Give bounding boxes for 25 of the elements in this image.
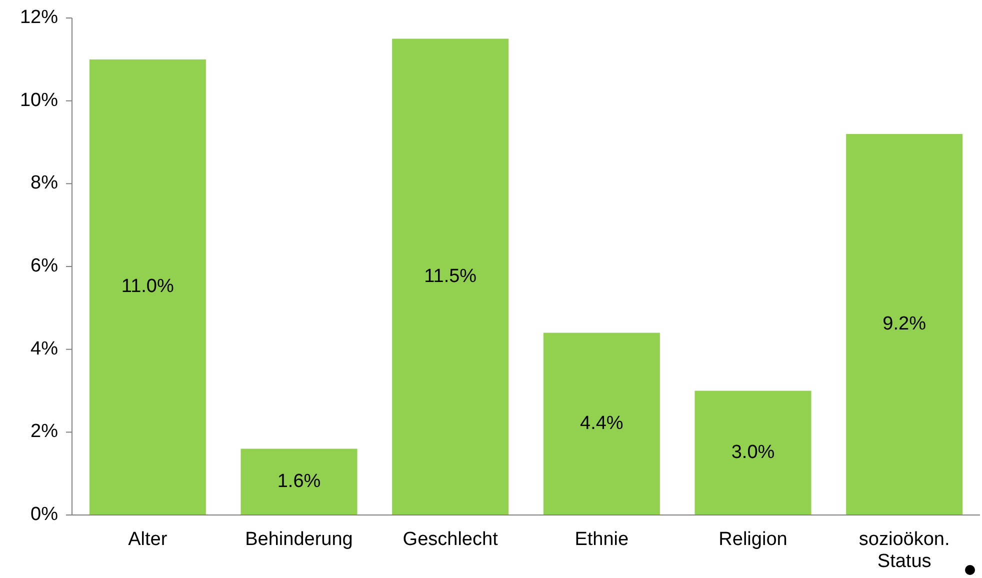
y-tick-label: 4%: [30, 338, 58, 360]
data-label: 4.4%: [580, 412, 624, 434]
y-tick-label: 8%: [30, 172, 58, 194]
data-label: 11.0%: [121, 276, 174, 298]
bar: [543, 332, 660, 515]
y-tick-label: 2%: [30, 421, 58, 442]
x-tick-label: Religion: [718, 529, 788, 550]
x-tick-label: Behinderung: [245, 529, 353, 550]
x-tick-label: Geschlecht: [402, 529, 499, 550]
x-tick-label: Alter: [128, 529, 168, 550]
y-tick-label: 10%: [20, 90, 58, 111]
data-label: 11.5%: [424, 266, 477, 287]
data-label: 9.2%: [882, 314, 926, 334]
x-tick-label: Ethnie: [574, 529, 629, 550]
x-tick-label: sozioökon. Status: [858, 529, 950, 572]
bar: [392, 38, 509, 515]
bar: [89, 59, 206, 515]
y-tick-label: 0%: [30, 504, 58, 526]
data-label: 3.0%: [731, 442, 775, 463]
y-tick-label: 6%: [30, 256, 58, 277]
bar: [694, 390, 812, 515]
bar: [240, 448, 358, 515]
y-tick-label: 12%: [20, 7, 58, 28]
bar: [846, 134, 963, 515]
data-label: 1.6%: [277, 470, 321, 492]
